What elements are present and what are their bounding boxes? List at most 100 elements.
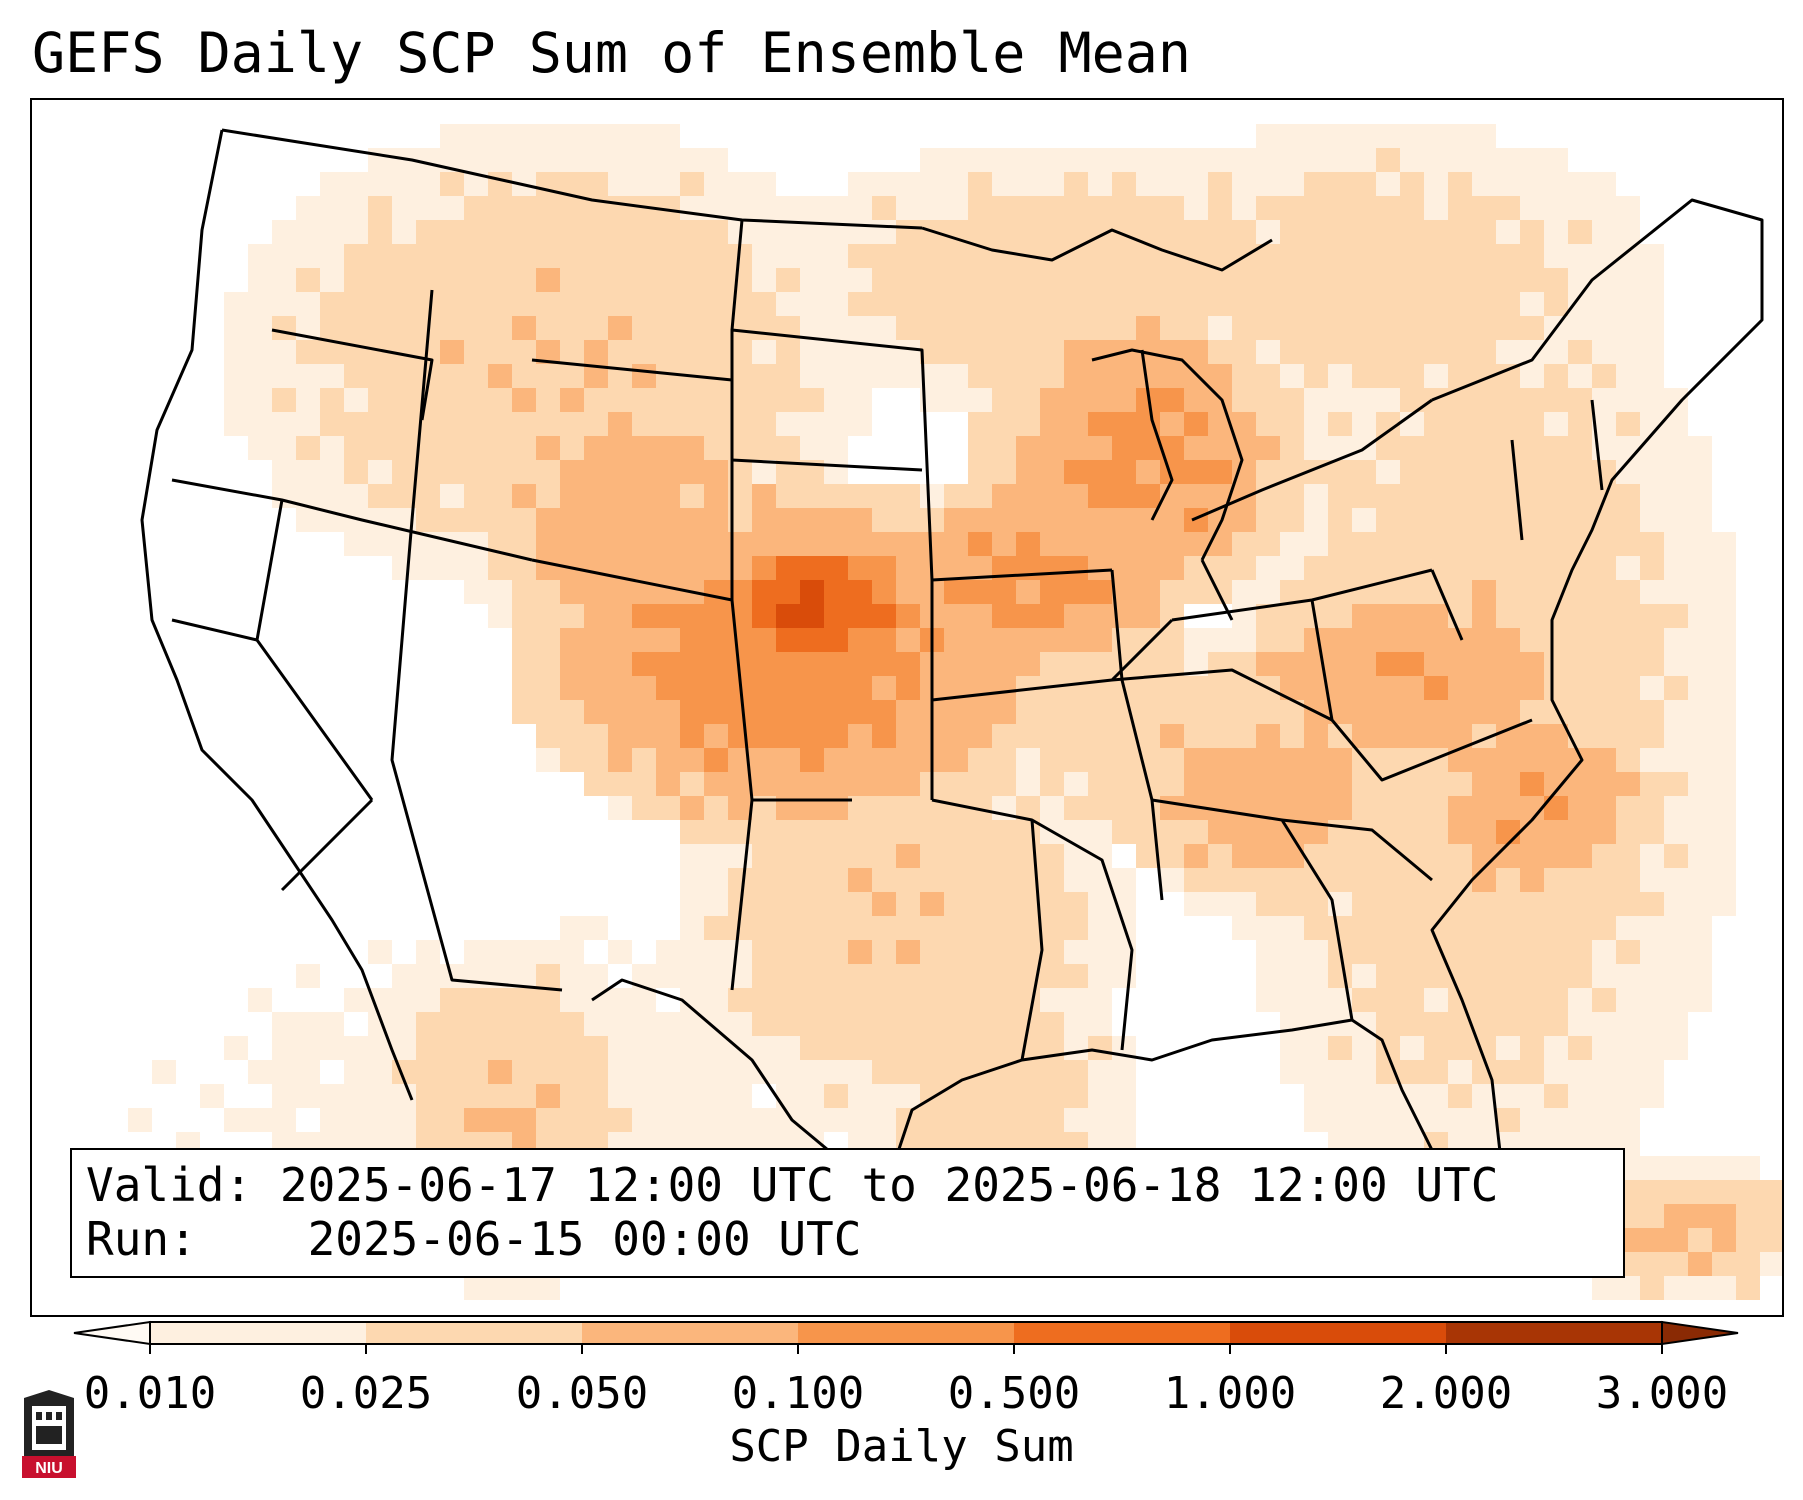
scp-cell [992, 580, 1016, 604]
scp-cell [584, 508, 608, 532]
scp-cell [1400, 604, 1424, 628]
scp-cell [584, 748, 608, 772]
scp-cell [1520, 196, 1544, 220]
scp-cell [1496, 916, 1520, 940]
scp-cell [1136, 292, 1160, 316]
scp-cell [1160, 172, 1184, 196]
scp-cell [824, 1012, 848, 1036]
scp-cell [1328, 388, 1352, 412]
scp-cell [752, 988, 776, 1012]
scp-cell [1448, 148, 1472, 172]
scp-cell [824, 412, 848, 436]
scp-cell [1328, 1036, 1352, 1060]
scp-cell [440, 244, 464, 268]
scp-cell [1280, 988, 1304, 1012]
scp-cell [1256, 628, 1280, 652]
scp-cell [1640, 844, 1664, 868]
scp-cell [968, 364, 992, 388]
scp-cell [896, 268, 920, 292]
scp-cell [656, 676, 680, 700]
scp-cell [920, 988, 944, 1012]
scp-cell [1496, 436, 1520, 460]
scp-cell [1064, 388, 1088, 412]
scp-cell [1184, 820, 1208, 844]
scp-cell [1640, 964, 1664, 988]
scp-cell [1064, 652, 1088, 676]
scp-cell [632, 340, 656, 364]
scp-cell [1040, 196, 1064, 220]
scp-cell [920, 292, 944, 316]
scp-cell [1136, 148, 1160, 172]
scp-cell [1112, 1084, 1136, 1108]
scp-cell [1064, 196, 1088, 220]
scp-cell [1448, 484, 1472, 508]
scp-cell [1472, 748, 1496, 772]
scp-cell [680, 748, 704, 772]
scp-cell [1424, 436, 1448, 460]
scp-cell [320, 1108, 344, 1132]
scp-cell [632, 1084, 656, 1108]
valid-time-box: Valid: 2025-06-17 12:00 UTC to 2025-06-1… [70, 1148, 1625, 1278]
scp-cell [1328, 148, 1352, 172]
scp-cell [272, 364, 296, 388]
scp-cell [1232, 412, 1256, 436]
scp-cell [968, 1012, 992, 1036]
scp-cell [920, 844, 944, 868]
scp-cell [728, 1012, 752, 1036]
scp-cell [1448, 940, 1472, 964]
scp-cell [632, 484, 656, 508]
scp-cell [800, 652, 824, 676]
scp-cell [1184, 268, 1208, 292]
scp-cell [848, 820, 872, 844]
scp-cell [824, 316, 848, 340]
scp-cell [1352, 364, 1376, 388]
scp-cell [1064, 772, 1088, 796]
scp-cell [1064, 748, 1088, 772]
scp-cell [1088, 1084, 1112, 1108]
scp-cell [896, 196, 920, 220]
scp-cell [1688, 1276, 1712, 1300]
scp-cell [752, 508, 776, 532]
scp-cell [1064, 220, 1088, 244]
scp-cell [608, 412, 632, 436]
scp-cell [1064, 844, 1088, 868]
state-border [730, 328, 934, 800]
scp-cell [1160, 532, 1184, 556]
scp-cell [368, 1084, 392, 1108]
scp-cell [800, 988, 824, 1012]
scp-cell [1472, 1012, 1496, 1036]
scp-cell [560, 652, 584, 676]
scp-cell [1184, 172, 1208, 196]
scp-cell [632, 508, 656, 532]
scp-cell [1280, 916, 1304, 940]
scp-cell [728, 196, 752, 220]
scp-cell [1424, 796, 1448, 820]
scp-cell [1640, 316, 1664, 340]
scp-cell [848, 484, 872, 508]
scp-cell [1400, 868, 1424, 892]
scp-cell [608, 604, 632, 628]
scp-cell [488, 364, 512, 388]
scp-cell [632, 988, 656, 1012]
scp-cell [728, 1084, 752, 1108]
scp-cell [608, 148, 632, 172]
scp-cell [680, 460, 704, 484]
scp-cell [1016, 1036, 1040, 1060]
scp-cell [488, 604, 512, 628]
scp-cell [1016, 436, 1040, 460]
scp-cell [584, 532, 608, 556]
scp-cell [632, 628, 656, 652]
scp-cell [632, 604, 656, 628]
scp-cell [1400, 196, 1424, 220]
scp-cell [1016, 1060, 1040, 1084]
scp-cell [848, 244, 872, 268]
scp-cell [1400, 364, 1424, 388]
scp-cell [1136, 532, 1160, 556]
scp-cell [392, 388, 416, 412]
scp-cell [896, 628, 920, 652]
scp-cell [1352, 604, 1376, 628]
scp-cell [1328, 604, 1352, 628]
scp-cell [1640, 628, 1664, 652]
scp-cell [680, 148, 704, 172]
scp-cell [584, 292, 608, 316]
